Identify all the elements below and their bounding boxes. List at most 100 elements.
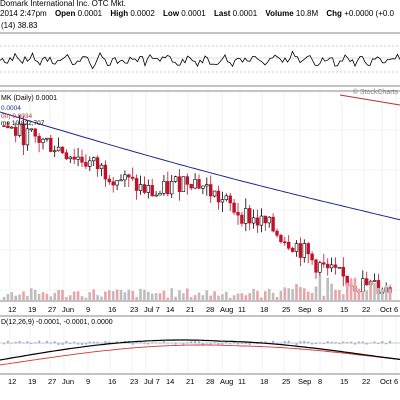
macd-histogram-bar xyxy=(225,341,228,344)
macd-histogram-bar xyxy=(303,340,306,344)
x-tick-label: 15 xyxy=(340,305,348,314)
macd-histogram-bar xyxy=(283,341,286,344)
candle-body xyxy=(263,215,267,224)
candle-body xyxy=(21,123,26,146)
candle-body xyxy=(68,156,73,160)
macd-histogram-bar xyxy=(338,343,341,345)
macd-histogram-bar xyxy=(22,342,25,344)
macd-label: D(12,26,9) -0.0001, -0.0001, 0.0000 xyxy=(1,319,113,326)
candle-body xyxy=(2,125,6,127)
macd-histogram-bar xyxy=(307,341,310,344)
candle-body xyxy=(341,266,345,277)
macd-histogram-bar xyxy=(92,341,95,344)
x-tick-label-bottom: 25 xyxy=(282,377,290,386)
volume-bar xyxy=(260,297,263,300)
volume-bar xyxy=(33,289,37,300)
volume-bar xyxy=(295,284,298,300)
x-tick-label: 22 xyxy=(362,305,370,314)
macd-histogram-bar xyxy=(244,343,247,345)
ema-label: 00) 0.0034 xyxy=(1,113,33,120)
volume-bar xyxy=(283,287,287,300)
volume-bar xyxy=(162,290,166,300)
x-tick-label-bottom: 14 xyxy=(166,377,174,386)
chart-title-line: Domark International Inc. OTC Mkt. xyxy=(0,0,126,8)
volume-bar xyxy=(213,291,216,300)
volume-bar xyxy=(123,292,127,300)
candle-body xyxy=(205,184,209,187)
candle-body xyxy=(298,243,303,258)
candle-body xyxy=(177,176,182,193)
volume-bar xyxy=(244,295,248,300)
volume-bar xyxy=(131,290,134,300)
volume-bar xyxy=(104,291,107,300)
macd-histogram-bar xyxy=(221,343,224,345)
candle-body xyxy=(17,123,22,136)
macd-histogram-bar xyxy=(201,343,204,345)
x-tick-label-bottom: 12 xyxy=(8,377,16,386)
macd-histogram-bar xyxy=(389,340,392,344)
volume-bar xyxy=(357,288,361,300)
macd-histogram-bar xyxy=(45,340,48,344)
candle-body xyxy=(142,184,147,193)
high-label: High xyxy=(110,9,129,18)
candle-body xyxy=(267,216,271,224)
macd-histogram-bar xyxy=(365,343,368,345)
macd-histogram-bar xyxy=(229,343,232,345)
volume-label: me 10,822,707 xyxy=(1,120,45,127)
candle-body xyxy=(209,184,213,197)
macd-histogram-bar xyxy=(26,341,29,344)
x-tick-label-bottom: 27 xyxy=(48,377,56,386)
x-tick-label-bottom: 28 xyxy=(206,377,214,386)
x-tick-label: 27 xyxy=(48,305,56,314)
macd-histogram-bar xyxy=(194,340,197,344)
x-tick-label: 23 xyxy=(130,305,138,314)
volume-bar xyxy=(310,293,314,300)
macd-histogram-bar xyxy=(135,341,138,344)
ma-line xyxy=(0,111,400,221)
candle-body xyxy=(279,234,283,243)
chart-title: Domark International Inc. OTC Mkt. xyxy=(0,0,126,8)
macd-histogram-bar xyxy=(322,343,325,345)
candle-body xyxy=(103,164,108,180)
candle-body xyxy=(119,179,123,182)
macd-histogram-bar xyxy=(318,342,321,344)
macd-histogram-bar xyxy=(272,340,275,344)
candle-body xyxy=(56,146,61,152)
macd-histogram-bar xyxy=(81,343,83,346)
low-value: 0.0001 xyxy=(181,9,206,18)
macd-histogram-bar xyxy=(330,341,333,344)
volume-bar xyxy=(92,289,95,300)
candle-body xyxy=(333,264,338,268)
candle-body xyxy=(255,217,260,226)
macd-histogram-bar xyxy=(342,341,345,344)
volume-bar xyxy=(209,295,212,300)
volume-bar xyxy=(349,279,353,300)
candle-body xyxy=(123,174,127,181)
ma-label: 0.0004 xyxy=(1,105,21,112)
candle-body xyxy=(290,247,295,252)
candle-body xyxy=(76,156,80,160)
macd-histogram-bar xyxy=(213,342,216,344)
candle-body xyxy=(228,195,232,204)
candle-body xyxy=(80,156,84,163)
x-tick-label-bottom: Oct xyxy=(380,377,393,386)
candle-body xyxy=(322,262,326,265)
macd-histogram-bar xyxy=(279,342,282,344)
volume-bar xyxy=(143,289,146,300)
volume-bar xyxy=(326,277,329,300)
macd-histogram-bar xyxy=(131,343,134,345)
macd-histogram-bar xyxy=(198,341,200,344)
candle-body xyxy=(364,278,369,286)
volume-bar xyxy=(365,290,368,300)
volume-bar xyxy=(197,292,201,300)
candle-body xyxy=(197,179,201,189)
candle-body xyxy=(138,184,143,191)
macd-histogram-bar xyxy=(143,343,146,345)
volume-bar xyxy=(345,282,349,300)
candle-body xyxy=(314,259,318,273)
candle-body xyxy=(325,263,330,269)
volume-bar xyxy=(240,293,244,300)
volume-bar xyxy=(342,294,345,300)
macd-histogram-bar xyxy=(381,340,384,344)
